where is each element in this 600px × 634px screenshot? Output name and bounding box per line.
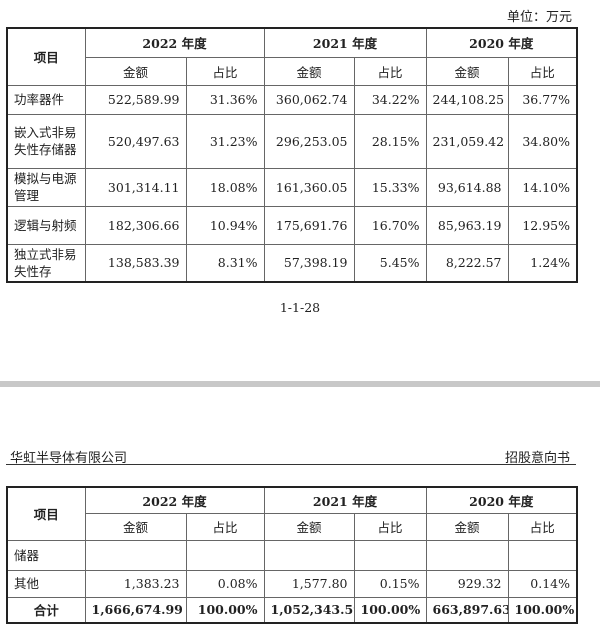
cell-amount: 360,062.74 [263,84,355,115]
cell-ratio: 36.77% [507,84,578,115]
table-row: 其他 1,383.23 0.08% 1,577.80 0.15% 929.32 … [6,569,578,598]
cell-ratio: 5.45% [353,243,427,283]
table-row: 嵌入式非易失性存储器 520,497.63 31.23% 296,253.05 … [6,113,578,169]
total-ratio: 100.00% [185,596,265,624]
cell-amount [84,539,187,571]
row-label: 储器 [6,539,86,571]
row-label: 模拟与电源管理 [6,167,86,207]
total-ratio: 100.00% [353,596,427,624]
table-row: 储器 [6,539,578,571]
cell-amount: 929.32 [425,569,509,598]
cell-ratio: 8.31% [185,243,265,283]
row-label: 其他 [6,569,86,598]
total-amount: 663,897.63 [425,596,509,624]
cell-amount: 93,614.88 [425,167,509,207]
header-ratio: 占比 [507,512,578,541]
revenue-table-part1: 项目 2022 年度 2021 年度 2020 年度 金额 占比 金额 占比 金… [6,27,578,283]
cell-ratio [353,539,427,571]
header-amount: 金额 [263,512,355,541]
total-label: 合计 [6,596,86,624]
cell-ratio: 0.14% [507,569,578,598]
cell-amount: 296,253.05 [263,113,355,169]
cell-ratio: 12.95% [507,205,578,245]
cell-amount: 1,383.23 [84,569,187,598]
cell-amount [263,539,355,571]
cell-amount: 182,306.66 [84,205,187,245]
cell-amount: 175,691.76 [263,205,355,245]
row-label: 独立式非易失性存 [6,243,86,283]
cell-ratio: 15.33% [353,167,427,207]
header-year-2020: 2020 年度 [425,27,578,58]
total-amount: 1,666,674.99 [84,596,187,624]
cell-amount: 8,222.57 [425,243,509,283]
row-label: 逻辑与射频 [6,205,86,245]
header-year-2021: 2021 年度 [263,27,427,58]
cell-ratio: 16.70% [353,205,427,245]
cell-ratio: 34.22% [353,84,427,115]
table-row: 逻辑与射频 182,306.66 10.94% 175,691.76 16.70… [6,205,578,245]
page-divider [0,381,600,387]
cell-amount [425,539,509,571]
header-year-2022: 2022 年度 [84,27,265,58]
header-ratio: 占比 [185,56,265,86]
cell-amount: 57,398.19 [263,243,355,283]
header-ratio: 占比 [353,512,427,541]
header-item: 项目 [6,486,86,541]
cell-ratio: 18.08% [185,167,265,207]
header-amount: 金额 [425,512,509,541]
header-amount: 金额 [425,56,509,86]
cell-ratio: 14.10% [507,167,578,207]
cell-ratio: 0.08% [185,569,265,598]
header-ratio: 占比 [353,56,427,86]
header-ratio: 占比 [185,512,265,541]
cell-amount: 161,360.05 [263,167,355,207]
header-amount: 金额 [84,56,187,86]
header-rule [6,464,576,465]
cell-amount: 1,577.80 [263,569,355,598]
cell-amount: 520,497.63 [84,113,187,169]
cell-ratio: 28.15% [353,113,427,169]
cell-ratio: 0.15% [353,569,427,598]
document-name: 招股意向书 [504,451,570,466]
header-amount: 金额 [84,512,187,541]
cell-ratio: 1.24% [507,243,578,283]
row-label: 嵌入式非易失性存储器 [6,113,86,169]
table-row: 独立式非易失性存 138,583.39 8.31% 57,398.19 5.45… [6,243,578,283]
cell-ratio: 31.23% [185,113,265,169]
header-year-2021: 2021 年度 [263,486,427,514]
cell-amount: 231,059.42 [425,113,509,169]
unit-label: 单位：万元 [506,10,572,25]
header-item: 项目 [6,27,86,86]
cell-ratio: 10.94% [185,205,265,245]
cell-amount: 522,589.99 [84,84,187,115]
cell-amount: 85,963.19 [425,205,509,245]
total-amount: 1,052,343.59 [263,596,355,624]
cell-amount: 138,583.39 [84,243,187,283]
cell-ratio: 31.36% [185,84,265,115]
company-name: 华虹半导体有限公司 [10,451,128,466]
header-year-2020: 2020 年度 [425,486,578,514]
total-row: 合计 1,666,674.99 100.00% 1,052,343.59 100… [6,596,578,624]
cell-ratio [185,539,265,571]
revenue-table-part2: 项目 2022 年度 2021 年度 2020 年度 金额 占比 金额 占比 金… [6,486,578,624]
total-ratio: 100.00% [507,596,578,624]
table-row: 功率器件 522,589.99 31.36% 360,062.74 34.22%… [6,84,578,115]
cell-ratio [507,539,578,571]
header-ratio: 占比 [507,56,578,86]
table-row: 模拟与电源管理 301,314.11 18.08% 161,360.05 15.… [6,167,578,207]
cell-ratio: 34.80% [507,113,578,169]
page-number: 1-1-28 [279,300,321,315]
row-label: 功率器件 [6,84,86,115]
header-year-2022: 2022 年度 [84,486,265,514]
header-amount: 金额 [263,56,355,86]
cell-amount: 301,314.11 [84,167,187,207]
cell-amount: 244,108.25 [425,84,509,115]
